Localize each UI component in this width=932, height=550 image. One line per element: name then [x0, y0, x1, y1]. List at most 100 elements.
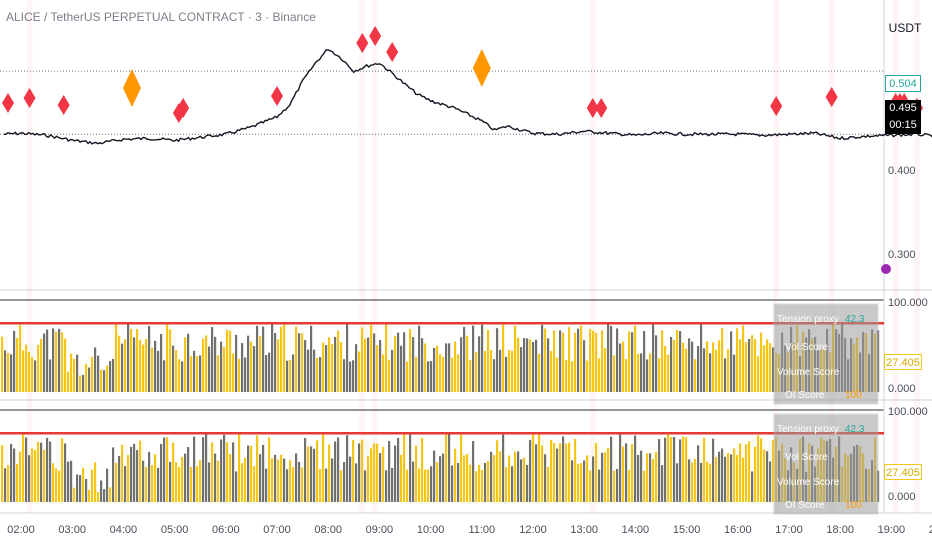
- indicator-bar: [310, 446, 313, 502]
- indicator-bar: [643, 331, 646, 392]
- table-label-tension: Tension proxy: [777, 424, 839, 435]
- indicator-bar: [670, 437, 673, 502]
- indicator-bar: [115, 462, 118, 502]
- indicator-bar: [28, 351, 31, 392]
- indicator-bar: [13, 448, 16, 502]
- indicator-bar: [523, 457, 526, 502]
- indicator-bar: [622, 446, 625, 502]
- indicator-bar: [409, 433, 412, 502]
- indicator-bar: [433, 347, 436, 392]
- indicator-bar: [49, 359, 52, 392]
- highlight-band: [372, 0, 379, 513]
- indicator-bar: [340, 470, 343, 502]
- indicator-bar: [139, 440, 142, 502]
- indicator-bar: [346, 324, 349, 392]
- indicator-bar: [517, 451, 520, 502]
- indicator-bar: [706, 341, 709, 392]
- indicator-bar: [208, 346, 211, 392]
- indicator-bar: [199, 355, 202, 392]
- time-axis-label: 13:00: [570, 524, 598, 536]
- indicator-bar: [517, 337, 520, 392]
- indicator-bar: [589, 328, 592, 392]
- currency-unit-button[interactable]: USDT: [888, 21, 922, 35]
- indicator-bar: [430, 361, 433, 392]
- indicator-bar: [763, 449, 766, 502]
- indicator-bar: [76, 354, 79, 392]
- indicator-bar: [655, 451, 658, 502]
- indicator-bar: [328, 444, 331, 502]
- indicator-bar: [484, 462, 487, 502]
- indicator-bar: [562, 436, 565, 502]
- indicator-bar: [373, 333, 376, 392]
- indicator-bar: [262, 444, 265, 502]
- indicator-bar: [124, 466, 127, 502]
- indicator-bar: [13, 330, 16, 392]
- indicator-bar: [391, 349, 394, 392]
- indicator-bar: [679, 331, 682, 392]
- indicator-bar: [709, 353, 712, 392]
- indicator-bar: [229, 454, 232, 502]
- indicator-bar: [130, 446, 133, 502]
- indicator-bar: [472, 440, 475, 502]
- indicator-bar: [115, 324, 118, 392]
- indicator-bar: [721, 448, 724, 502]
- indicator-bar: [697, 445, 700, 502]
- indicator-bar: [358, 443, 361, 502]
- indicator-bar: [400, 345, 403, 392]
- time-axis-label: 16:00: [724, 524, 752, 536]
- indicator-bar: [505, 356, 508, 392]
- indicator-bar: [238, 434, 241, 502]
- indicator-bar: [34, 450, 37, 502]
- table-value-tension: 42.3: [845, 314, 865, 325]
- indicator-bar: [664, 437, 667, 502]
- indicator-bar: [229, 330, 232, 392]
- indicator-bar: [103, 370, 106, 392]
- indicator-bar: [109, 361, 112, 392]
- indicator-bar: [286, 469, 289, 502]
- indicator-bar: [88, 489, 91, 502]
- indicator-bar: [715, 349, 718, 392]
- indicator-bar: [184, 453, 187, 502]
- time-axis-label: 19:00: [877, 524, 906, 536]
- indicator-bar: [244, 357, 247, 392]
- indicator-bar: [136, 328, 139, 392]
- indicator-bar: [145, 467, 148, 502]
- indicator-bar: [73, 358, 76, 392]
- indicator-bar: [538, 433, 541, 502]
- indicator-bar: [1, 336, 4, 392]
- indicator-bar: [514, 325, 517, 392]
- indicator-bar: [7, 353, 10, 392]
- indicator-bar: [367, 456, 370, 502]
- indicator-bar: [337, 437, 340, 502]
- indicator-bar: [235, 471, 238, 502]
- highlight-band: [828, 0, 835, 513]
- indicator-bar: [529, 339, 532, 392]
- indicator-bar: [763, 345, 766, 392]
- indicator-bar: [397, 437, 400, 502]
- indicator-bar: [715, 456, 718, 502]
- indicator-bar: [238, 358, 241, 392]
- indicator-bar: [226, 442, 229, 502]
- indicator-bar: [31, 357, 34, 392]
- indicator-bar: [742, 325, 745, 392]
- indicator-bar: [688, 338, 691, 392]
- indicator-bar: [166, 436, 169, 502]
- indicator-bar: [85, 363, 88, 392]
- indicator-bar: [436, 345, 439, 392]
- indicator-bar: [673, 339, 676, 392]
- indicator-bar: [322, 434, 325, 502]
- price-tick-label: 0.400: [888, 165, 916, 177]
- indicator-bar: [307, 349, 310, 392]
- indicator-bar: [199, 460, 202, 502]
- indicator-bar: [316, 440, 319, 502]
- indicator-bar: [289, 460, 292, 502]
- indicator-bar: [634, 435, 637, 502]
- price-panel: [0, 0, 884, 290]
- indicator-bar: [733, 448, 736, 502]
- indicator-bar: [394, 445, 397, 502]
- indicator-bar: [772, 439, 775, 502]
- indicator-bar: [46, 329, 49, 392]
- indicator-bar: [139, 340, 142, 392]
- signal-marker-orange: [122, 69, 141, 107]
